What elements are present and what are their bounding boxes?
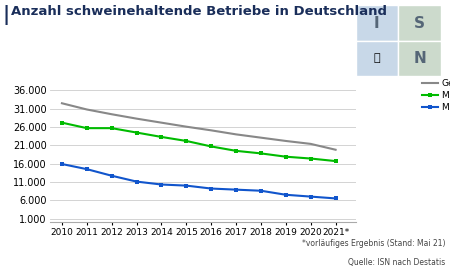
Mit Sauen: [234, 188, 239, 191]
Text: 🐷: 🐷: [374, 53, 380, 63]
Mit Mastschweinen: [258, 152, 264, 155]
Line: Gesamt: Gesamt: [62, 103, 336, 150]
Mit Sauen: [258, 189, 264, 192]
Text: *vorläufiges Ergebnis (Stand: Mai 21): *vorläufiges Ergebnis (Stand: Mai 21): [302, 239, 446, 248]
FancyBboxPatch shape: [398, 41, 441, 76]
Text: N: N: [413, 51, 426, 66]
FancyBboxPatch shape: [398, 5, 441, 41]
Text: Quelle: ISN nach Destatis: Quelle: ISN nach Destatis: [348, 258, 446, 267]
Mit Mastschweinen: [283, 155, 288, 158]
Mit Sauen: [208, 187, 214, 190]
Mit Mastschweinen: [208, 145, 214, 148]
Text: I: I: [374, 15, 380, 31]
Line: Mit Sauen: Mit Sauen: [59, 162, 338, 201]
Gesamt: [208, 129, 214, 132]
Mit Mastschweinen: [134, 131, 139, 134]
Mit Sauen: [109, 174, 114, 177]
Mit Mastschweinen: [234, 149, 239, 153]
Mit Mastschweinen: [159, 135, 164, 138]
Mit Sauen: [308, 195, 313, 198]
Mit Mastschweinen: [184, 139, 189, 143]
FancyBboxPatch shape: [356, 5, 398, 41]
Text: |: |: [2, 5, 9, 25]
Mit Sauen: [159, 183, 164, 186]
Gesamt: [258, 136, 264, 139]
Mit Mastschweinen: [59, 121, 65, 124]
Gesamt: [159, 121, 164, 124]
Mit Sauen: [84, 167, 90, 171]
Mit Sauen: [59, 162, 65, 166]
Mit Sauen: [333, 197, 338, 200]
Gesamt: [134, 117, 139, 120]
Text: S: S: [414, 15, 425, 31]
Mit Mastschweinen: [109, 127, 114, 130]
Gesamt: [109, 113, 114, 116]
Mit Mastschweinen: [84, 127, 90, 130]
Mit Sauen: [134, 180, 139, 183]
Gesamt: [333, 148, 338, 151]
Mit Mastschweinen: [308, 157, 313, 160]
FancyBboxPatch shape: [356, 41, 398, 76]
Mit Mastschweinen: [333, 159, 338, 163]
Mit Sauen: [184, 184, 189, 187]
Gesamt: [59, 102, 65, 105]
Mit Sauen: [283, 193, 288, 196]
Gesamt: [234, 133, 239, 136]
Gesamt: [283, 139, 288, 143]
Text: Anzahl schweinehaltende Betriebe in Deutschland: Anzahl schweinehaltende Betriebe in Deut…: [11, 5, 387, 18]
Legend: Gesamt, Mit Mastschweinen, Mit Sauen: Gesamt, Mit Mastschweinen, Mit Sauen: [422, 79, 450, 112]
Gesamt: [84, 108, 90, 111]
Gesamt: [308, 142, 313, 146]
Line: Mit Mastschweinen: Mit Mastschweinen: [59, 120, 338, 163]
Gesamt: [184, 125, 189, 128]
